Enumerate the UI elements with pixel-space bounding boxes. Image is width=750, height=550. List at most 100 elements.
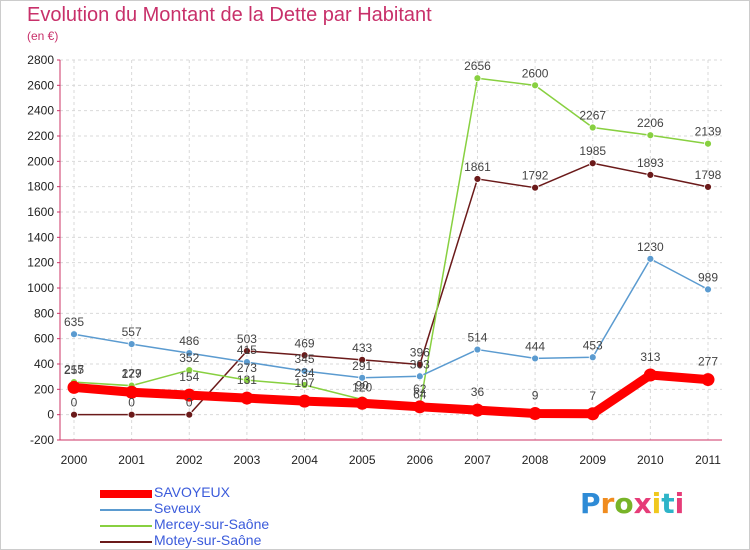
- data-label: 514: [467, 331, 487, 345]
- data-label: 273: [237, 361, 257, 375]
- data-label: 0: [128, 396, 135, 410]
- data-label: 234: [295, 366, 315, 380]
- data-point: [701, 373, 715, 387]
- data-label: 433: [352, 341, 372, 355]
- data-label: 90: [356, 378, 370, 392]
- data-label: 107: [295, 376, 315, 390]
- data-label: 9: [532, 389, 539, 403]
- data-label: 36: [471, 385, 485, 399]
- data-point: [473, 74, 482, 83]
- y-tick-label: 0: [47, 408, 54, 422]
- data-point: [704, 285, 712, 294]
- legend-swatch: [100, 509, 152, 511]
- data-point: [67, 380, 81, 394]
- data-point: [240, 391, 254, 405]
- data-point: [300, 381, 309, 389]
- data-point: [185, 410, 194, 419]
- grid: [60, 59, 722, 441]
- data-point: [646, 254, 655, 263]
- data-label: 229: [122, 367, 142, 381]
- legend-swatch: [100, 541, 152, 543]
- legend-label: Seveux: [154, 500, 201, 516]
- x-tick-label: 2000: [61, 453, 88, 467]
- data-point: [646, 131, 655, 140]
- y-tick-label: 2600: [27, 78, 54, 92]
- plot-area: [60, 60, 722, 440]
- x-tick-label: 2005: [349, 453, 376, 467]
- data-point: [358, 355, 367, 364]
- logo-letter: x: [633, 487, 652, 520]
- data-label: 120: [352, 380, 372, 394]
- y-tick-label: 2000: [27, 154, 54, 168]
- data-label: 453: [583, 338, 603, 352]
- data-point: [586, 407, 600, 421]
- data-label: 345: [295, 352, 315, 366]
- data-point: [473, 345, 482, 354]
- data-label: 277: [698, 355, 718, 369]
- x-tick-label: 2006: [406, 453, 433, 467]
- data-point: [473, 175, 482, 183]
- data-label: 557: [122, 325, 142, 339]
- y-tick-label: 200: [34, 382, 54, 396]
- data-label: 2267: [579, 109, 606, 123]
- data-point: [415, 360, 424, 369]
- data-point: [355, 396, 369, 410]
- data-point: [125, 385, 139, 399]
- data-label: 469: [295, 336, 315, 350]
- data-label: 1792: [522, 169, 549, 183]
- x-tick-label: 2003: [234, 453, 261, 467]
- x-tick-label: 2011: [695, 453, 721, 467]
- data-label: 303: [410, 357, 430, 371]
- series: [67, 74, 715, 421]
- data-label: 396: [410, 346, 430, 360]
- data-point: [358, 373, 367, 382]
- data-label: 444: [525, 339, 545, 353]
- data-label: 415: [237, 343, 257, 357]
- y-tick-label: 2400: [27, 104, 54, 118]
- data-point: [588, 123, 597, 132]
- data-point: [704, 183, 712, 191]
- data-label: 154: [179, 370, 199, 384]
- data-label: 2139: [695, 125, 722, 139]
- data-point: [646, 170, 655, 179]
- data-label: 215: [64, 362, 84, 376]
- y-tick-label: 1200: [27, 256, 54, 270]
- data-point: [528, 407, 542, 421]
- y-tick-label: 600: [34, 332, 54, 346]
- data-label: 64: [413, 388, 427, 402]
- data-label: 503: [237, 332, 257, 346]
- y-tick-label: 1000: [27, 281, 54, 295]
- data-point: [182, 388, 196, 402]
- data-label: 635: [64, 315, 84, 329]
- y-tick-label: 1600: [27, 205, 54, 219]
- data-point: [415, 372, 424, 381]
- data-label: 2600: [522, 66, 549, 80]
- data-labels: 0 0 0 503 469 433 396 1861 1792 1985 1893 1798 257 22…: [64, 59, 722, 409]
- logo-letter: t: [661, 487, 675, 520]
- x-tick-label: 2001: [118, 453, 145, 467]
- data-point: [185, 366, 194, 374]
- data-label: 1230: [637, 240, 664, 254]
- axes: -200020040060080010001200140016001800200…: [27, 53, 722, 467]
- data-label: 0: [71, 396, 78, 410]
- chart-title: Evolution du Montant de la Dette par Hab…: [27, 4, 432, 26]
- data-point: [704, 139, 712, 148]
- y-tick-label: 2800: [27, 53, 54, 67]
- y-tick-label: -200: [30, 433, 54, 447]
- data-label: 2656: [464, 59, 491, 73]
- data-point: [588, 159, 597, 168]
- data-point: [300, 367, 309, 375]
- data-point: [470, 403, 484, 417]
- series-line-motey-sur-sa-ne: [73, 162, 709, 416]
- logo-letter: i: [674, 487, 685, 520]
- data-label: 1798: [695, 168, 722, 182]
- data-label: 352: [179, 351, 199, 365]
- data-label: 1861: [464, 160, 491, 174]
- data-label: 7: [589, 389, 596, 403]
- data-label: 291: [352, 359, 372, 373]
- series-line-seveux: [73, 258, 709, 379]
- legend-swatch: [100, 490, 152, 498]
- data-label: 0: [186, 396, 193, 410]
- data-label: 257: [64, 363, 84, 377]
